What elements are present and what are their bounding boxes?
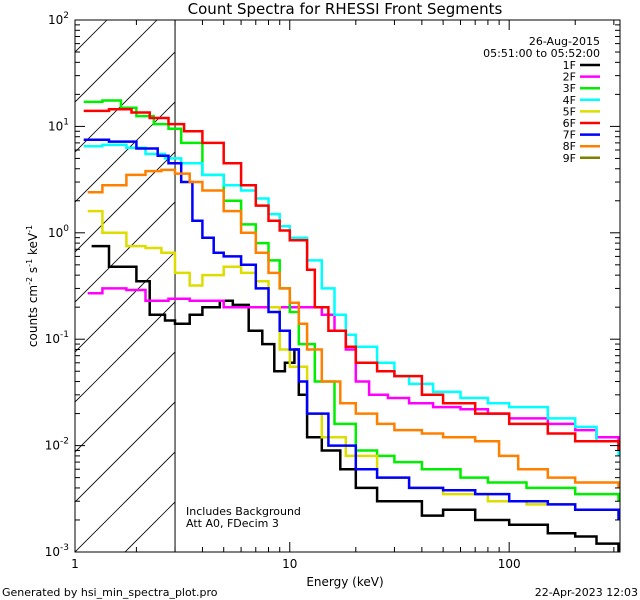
- series-line-5f: [87, 209, 620, 516]
- hatch-line: [75, 101, 176, 203]
- x-tick-label: 1: [71, 557, 79, 571]
- legend-label-4f: 4F: [563, 94, 576, 107]
- series-line-8f: [87, 168, 620, 488]
- hatch-line: [0, 20, 7, 552]
- hatch-line: [75, 301, 176, 403]
- x-tick-label: 100: [498, 557, 521, 571]
- y-tick-label: 100: [48, 224, 69, 240]
- legend-label-5f: 5F: [563, 105, 576, 118]
- y-tick-label: 102: [48, 11, 69, 27]
- hatch-line: [475, 20, 640, 552]
- y-axis-label: counts cm-2 s-1 keV-1: [25, 225, 40, 347]
- legend-label-8f: 8F: [563, 140, 576, 153]
- hatch-line: [625, 20, 640, 552]
- series-line-6f: [83, 107, 620, 451]
- plot-frame: [74, 19, 621, 553]
- x-axis-label: Energy (keV): [306, 575, 383, 589]
- y-tick-label: 10-2: [45, 437, 69, 453]
- time-range-label: 05:51:00 to 05:52:00: [483, 47, 600, 60]
- legend-label-2f: 2F: [563, 71, 576, 84]
- hatch-line: [75, 401, 176, 503]
- hatch-line: [75, 151, 176, 253]
- axis-ticks: 1 10 100 102 101 100 10-1 10-2 10-3: [45, 11, 620, 571]
- legend-label-7f: 7F: [563, 129, 576, 142]
- legend-label-3f: 3F: [563, 82, 576, 95]
- y-tick-label: 10-3: [45, 543, 69, 559]
- series-line-2f: [87, 287, 620, 451]
- hatch-line: [75, 251, 176, 353]
- legend-label-1f: 1F: [563, 59, 576, 72]
- y-tick-label: 10-1: [45, 330, 69, 346]
- hatch-line: [75, 451, 176, 552]
- date-label: 26-Aug-2015: [529, 35, 600, 48]
- footer-timestamp: 22-Apr-2023 12:03: [535, 586, 638, 599]
- chart-title: Count Spectra for RHESSI Front Segments: [188, 0, 503, 18]
- footer-generated-by: Generated by hsi_min_spectra_plot.pro: [2, 586, 218, 599]
- annotation-background: Includes Background: [186, 505, 301, 518]
- hatch-line: [425, 20, 640, 552]
- legend-label-6f: 6F: [563, 117, 576, 130]
- series-line-4f: [83, 143, 620, 456]
- hatch-line: [75, 351, 176, 453]
- y-tick-label: 101: [48, 117, 69, 133]
- annotation-attenuator: Att A0, FDecim 3: [186, 517, 279, 530]
- hatch-line: [375, 20, 640, 552]
- series-line-7f: [83, 138, 620, 520]
- hatch-line: [225, 20, 640, 552]
- x-tick-label: 10: [282, 557, 297, 571]
- hatch-line: [75, 20, 158, 103]
- legend-label-9f: 9F: [563, 152, 576, 165]
- attenuator-hatch-region: [0, 20, 640, 552]
- hatch-line: [75, 201, 176, 303]
